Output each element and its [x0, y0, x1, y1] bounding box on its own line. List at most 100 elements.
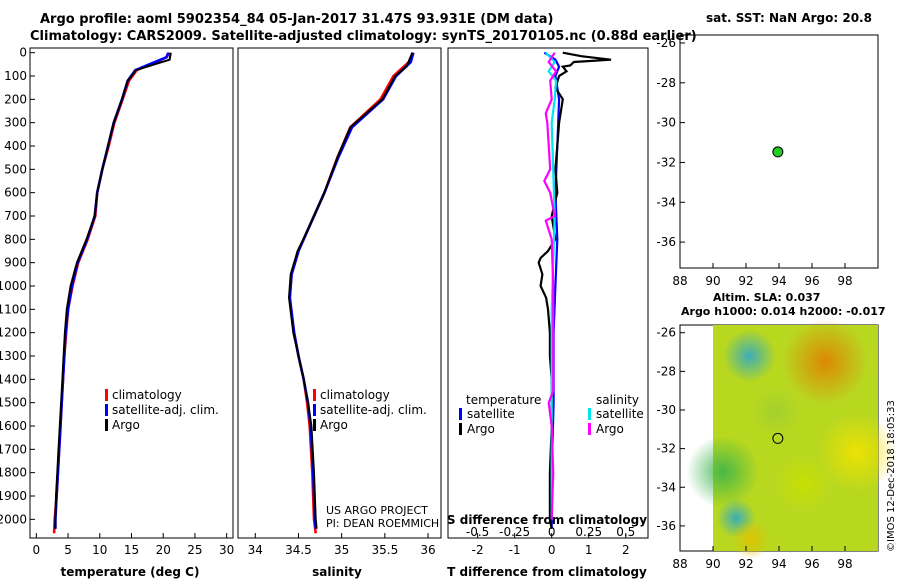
- legend-swatch: [588, 423, 591, 435]
- y-tick-label: 2000: [0, 512, 27, 526]
- difference-panel-frame: [447, 47, 649, 539]
- sla-anomaly-patch: [816, 412, 897, 493]
- legend-label: Argo: [320, 418, 348, 432]
- y-tick-label: 100: [4, 69, 27, 83]
- y-tick-label: -30: [656, 116, 676, 130]
- legend-title-salinity: salinity: [596, 393, 639, 407]
- s-tick-label: 0: [548, 525, 556, 539]
- y-tick-label: 1700: [0, 442, 27, 456]
- y-tick-label: 1900: [0, 489, 27, 503]
- x-tick-label: -2: [472, 543, 484, 557]
- series-line-t-satellite: [543, 51, 561, 529]
- y-tick-label: 0: [19, 46, 27, 60]
- x-tick-label: 5: [64, 543, 72, 557]
- x-axis-label: T difference from climatology: [447, 565, 647, 579]
- x-tick-label: 34.5: [285, 543, 312, 557]
- x-tick-label: 96: [804, 557, 819, 571]
- y-tick-label: 500: [4, 162, 27, 176]
- y-tick-label: -26: [656, 36, 676, 50]
- page-title-line2: Climatology: CARS2009. Satellite-adjuste…: [30, 29, 697, 44]
- legend-label: satellite-adj. clim.: [320, 403, 427, 417]
- difference-panel: -2 -1 0 1 2 -0.5 -0.25 0 0.25 0.5S difference fro…: [447, 51, 647, 579]
- s-tick-label: -0.25: [499, 525, 530, 539]
- legend-swatch: [105, 404, 108, 416]
- x-tick-label: 30: [219, 543, 234, 557]
- project-annotation: PI: DEAN ROEMMICH: [326, 517, 439, 530]
- legend-label: Argo: [112, 418, 140, 432]
- series-line-argo: [287, 52, 414, 529]
- x-tick-label: 10: [92, 543, 107, 557]
- sla-anomaly-patch: [686, 435, 760, 509]
- x-tick-label: 20: [156, 543, 171, 557]
- legend-swatch: [588, 408, 591, 420]
- y-tick-label: 400: [4, 139, 27, 153]
- y-tick-label: 1300: [0, 349, 27, 363]
- y-tick-label: 700: [4, 209, 27, 223]
- y-tick-label: 1100: [0, 302, 27, 316]
- x-tick-label: 92: [738, 557, 753, 571]
- x-tick-label: 88: [672, 557, 687, 571]
- float-position-marker: [772, 146, 784, 158]
- legend-swatch: [459, 423, 462, 435]
- sla-map: 88 90 92 94 96 98 -26 -28 -30 -32 -34 -36: [656, 318, 897, 571]
- y-tick-label: -34: [656, 195, 676, 209]
- x-tick-label: 34: [248, 543, 263, 557]
- x-tick-label: 90: [705, 557, 720, 571]
- sla-map-title-line1: Altim. SLA: 0.037: [713, 291, 820, 304]
- series-line-t-argo: [537, 51, 612, 529]
- legend-label: climatology: [320, 388, 390, 402]
- float-position-marker: [772, 432, 784, 444]
- y-tick-label: 300: [4, 116, 27, 130]
- legend-label: satellite-adj. clim.: [112, 403, 219, 417]
- legend-swatch: [313, 389, 316, 401]
- y-tick-label: -32: [656, 442, 676, 456]
- sla-anomaly-patch: [731, 519, 771, 560]
- y-tick-label: 1000: [0, 279, 27, 293]
- legend-label: Argo: [467, 422, 495, 436]
- sst-map-title: sat. SST: NaN Argo: 20.8: [706, 11, 872, 25]
- sst-map: 88 90 92 94 96 98 -26 -28 -30 -32 -34 -36: [656, 36, 852, 288]
- y-tick-label: 600: [4, 186, 27, 200]
- s-tick-label: -0.5: [466, 525, 489, 539]
- y-tick-label: -30: [656, 403, 676, 417]
- salinity-panel-frame: [237, 47, 442, 539]
- y-tick-label: -34: [656, 480, 676, 494]
- x-tick-label: 98: [837, 557, 852, 571]
- legend-swatch: [105, 419, 108, 431]
- y-tick-label: 200: [4, 92, 27, 106]
- legend-label: climatology: [112, 388, 182, 402]
- legend-title-temperature: temperature: [466, 393, 541, 407]
- x-axis-label: temperature (deg C): [61, 565, 200, 579]
- legend-label: satellite: [467, 407, 515, 421]
- y-tick-label: 800: [4, 232, 27, 246]
- sla-anomaly-patch: [750, 387, 801, 437]
- x-axis-label: salinity: [312, 565, 362, 579]
- y-tick-label: 1800: [0, 466, 27, 480]
- series-line-s-satellite: [545, 51, 558, 520]
- x-tick-label: 25: [187, 543, 202, 557]
- x-tick-label: 2: [622, 543, 630, 557]
- sla-anomaly-patch: [782, 318, 869, 405]
- y-tick-label: -28: [656, 76, 676, 90]
- legend-label: satellite: [596, 407, 644, 421]
- series-line-s-argo: [543, 52, 558, 520]
- legend-swatch: [313, 419, 316, 431]
- x-tick-label: 35.5: [371, 543, 398, 557]
- s-tick-label: 0.5: [616, 525, 635, 539]
- series-line-satellite-adj-clim-: [288, 52, 415, 529]
- sla-anomaly-patch: [722, 329, 776, 383]
- x-tick-label: 96: [804, 274, 819, 288]
- x-tick-label: 0: [548, 543, 556, 557]
- s-tick-label: 0.25: [575, 525, 602, 539]
- x-tick-label: 0: [33, 543, 41, 557]
- temperature-panel-frame: [29, 47, 234, 539]
- y-tick-label: 1200: [0, 326, 27, 340]
- x-tick-label: -1: [509, 543, 521, 557]
- series-line-argo: [54, 52, 172, 529]
- y-tick-label: -36: [656, 519, 676, 533]
- x-tick-label: 36: [420, 543, 435, 557]
- y-tick-label: 900: [4, 256, 27, 270]
- page-title-line1: Argo profile: aoml 5902354_84 05-Jan-201…: [40, 12, 554, 27]
- x-tick-label: 1: [585, 543, 593, 557]
- legend-swatch: [313, 404, 316, 416]
